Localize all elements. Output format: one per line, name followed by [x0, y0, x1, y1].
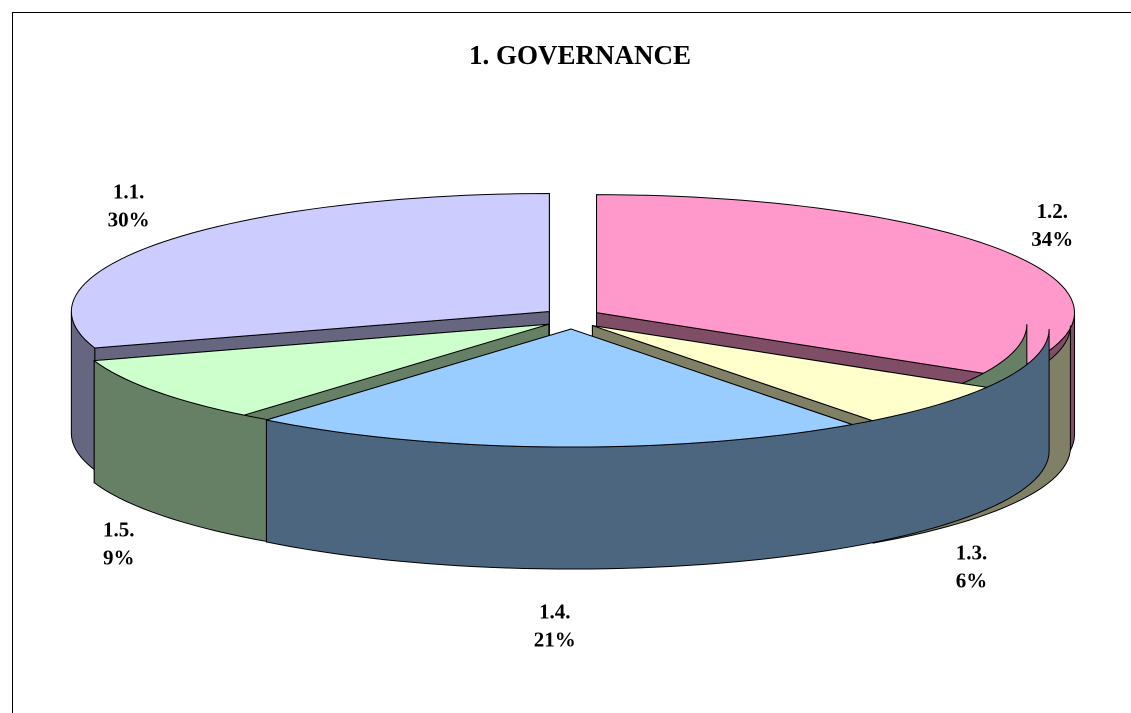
- data-label-value: 9%: [103, 545, 135, 569]
- data-label-value: 34%: [1031, 227, 1073, 251]
- pie-slice: [265, 328, 1050, 570]
- slice-top: [92, 323, 549, 416]
- data-label-value: 6%: [956, 569, 988, 593]
- slice-side: [265, 329, 1050, 570]
- data-label-value: 30%: [108, 207, 150, 231]
- data-label-category: 1.2.: [1036, 199, 1068, 223]
- slice-top: [70, 192, 550, 349]
- chart-title: 1. GOVERNANCE: [469, 40, 691, 70]
- data-label-category: 1.3.: [956, 541, 988, 565]
- data-label-category: 1.5.: [103, 517, 135, 541]
- data-label-category: 1.4.: [539, 600, 571, 624]
- data-label-value: 21%: [534, 628, 576, 652]
- slice-top: [266, 328, 853, 448]
- slice-top: [596, 194, 1075, 377]
- data-label-category: 1.1.: [113, 179, 145, 203]
